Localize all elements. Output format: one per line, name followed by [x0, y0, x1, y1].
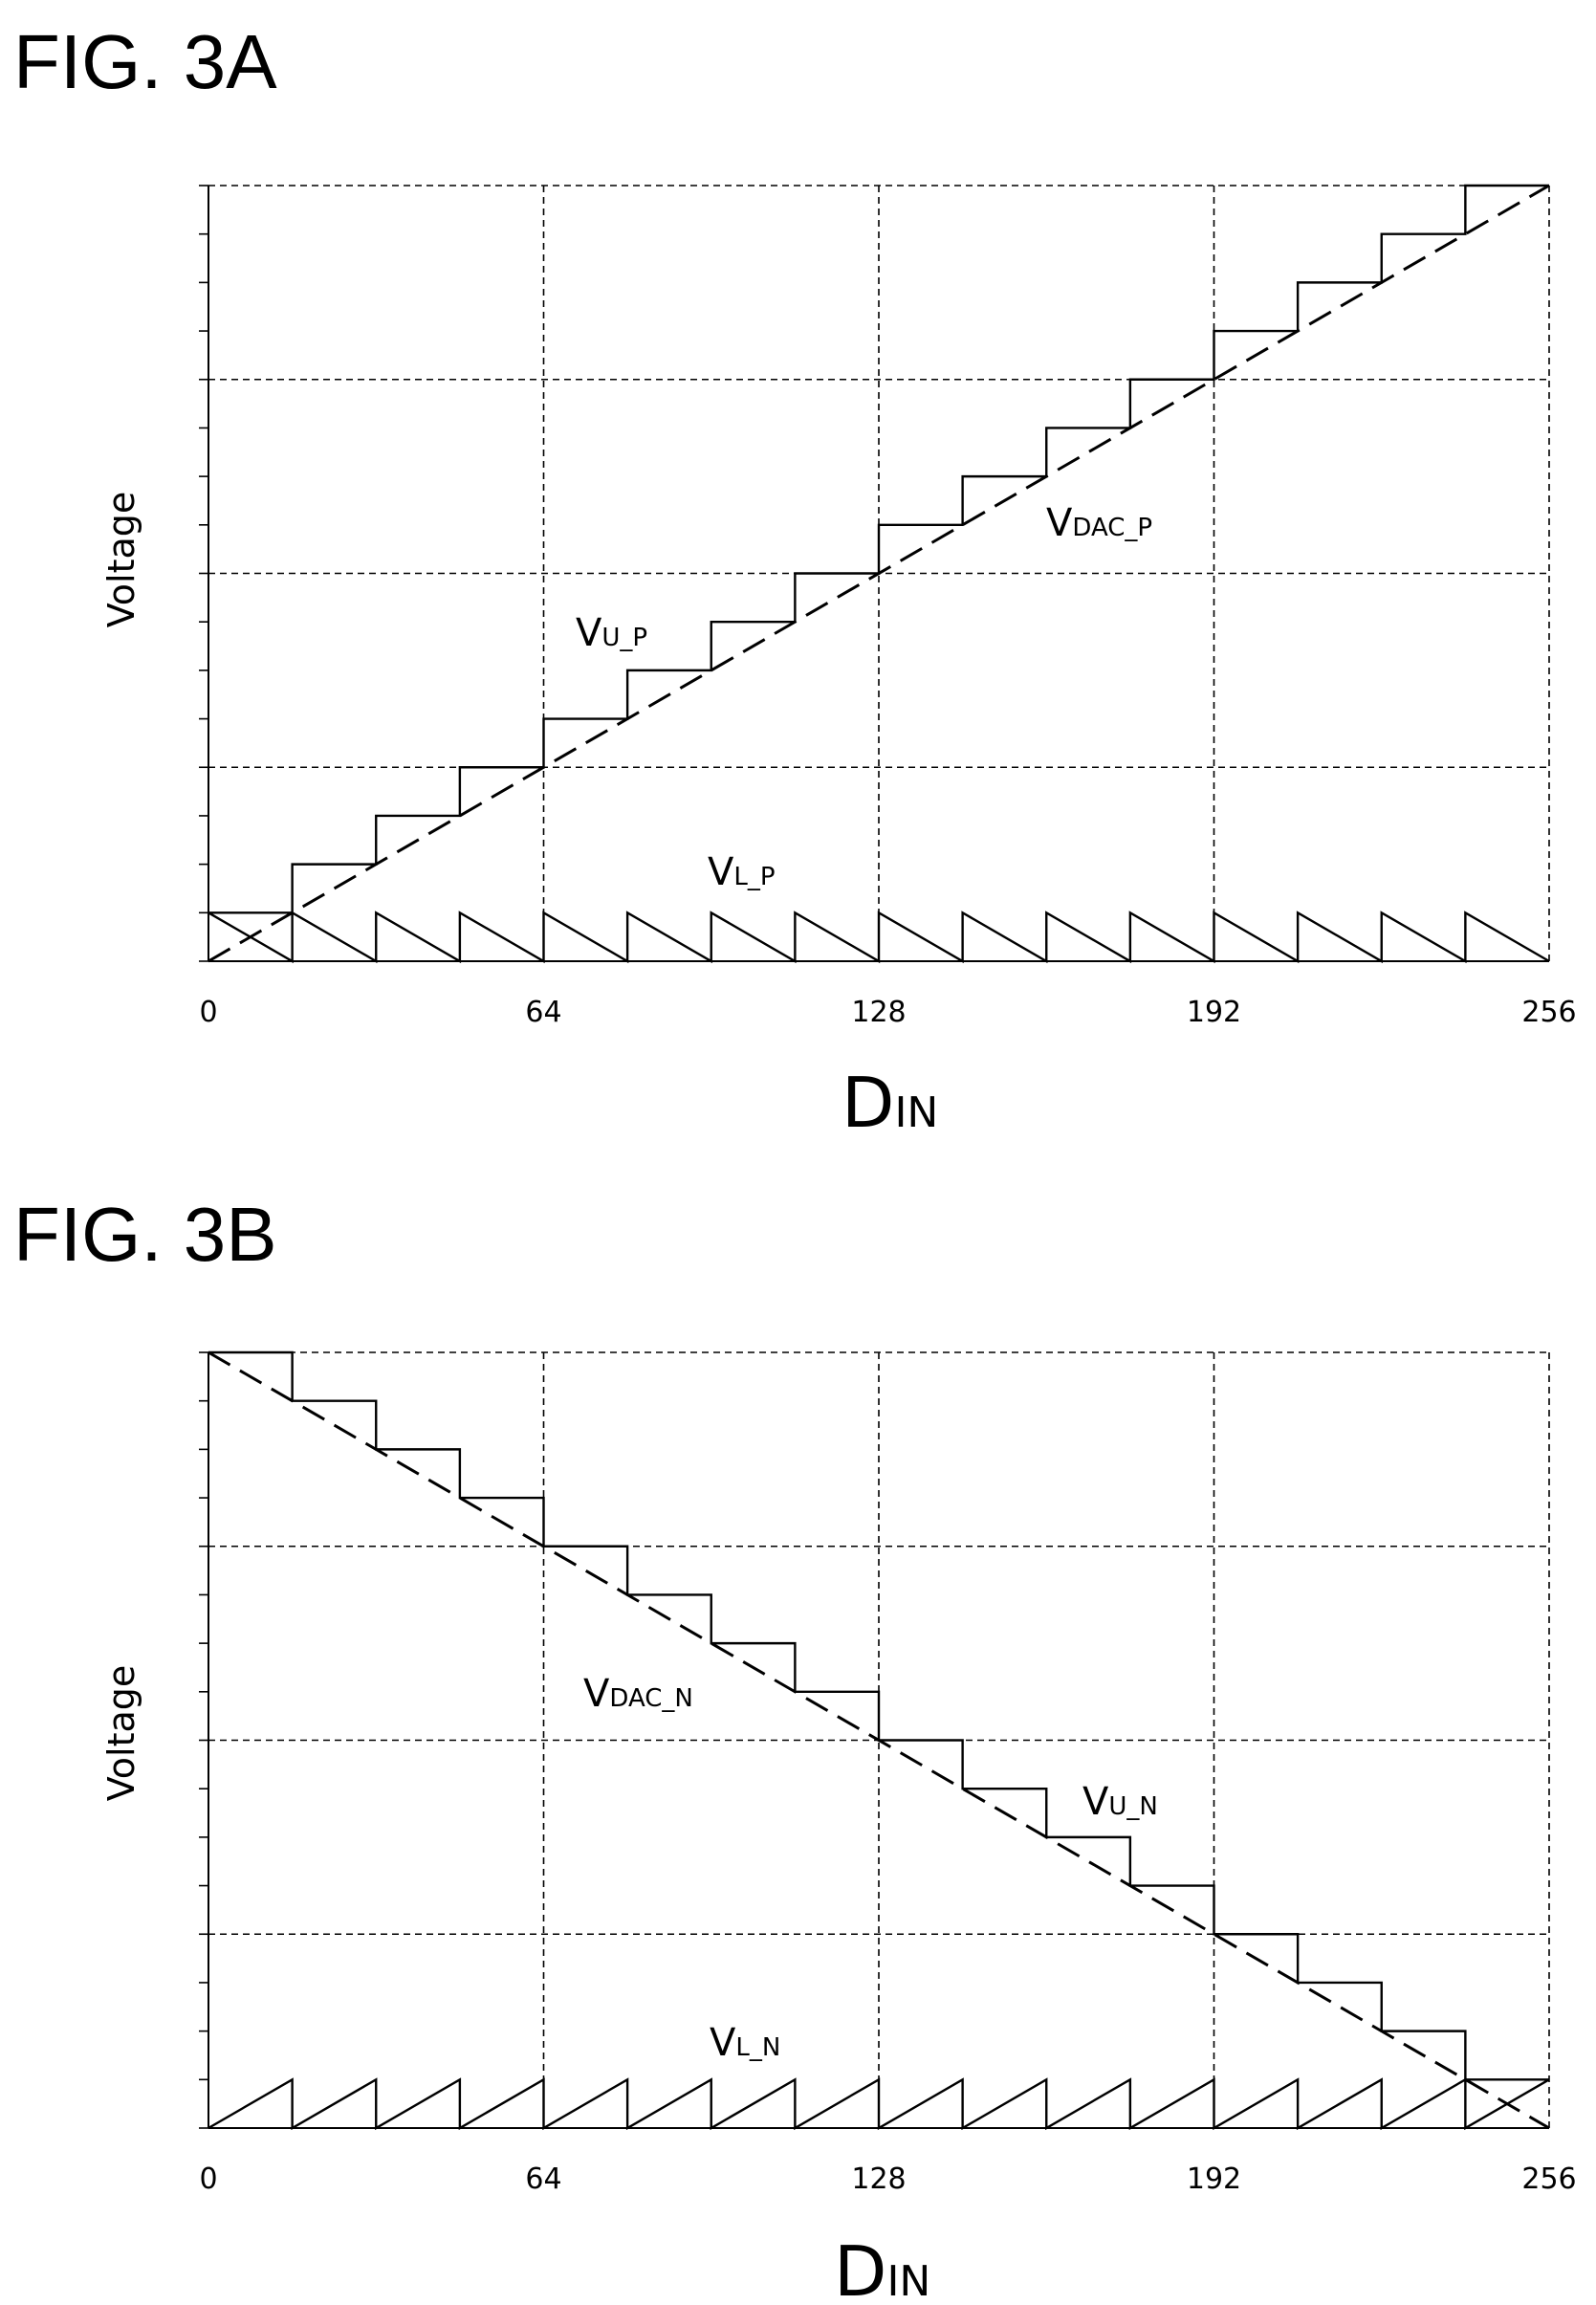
fig-3a-xlabel: DIN [842, 1063, 938, 1143]
fig-3a-title: FIG. 3A [13, 19, 277, 104]
series-line-lower [208, 2077, 1550, 2131]
fig-3a-axes: 0 64 128 192 256 [199, 184, 1577, 1029]
series-label-vl-n: VL_N [710, 2021, 780, 2065]
fig-3b-xlabel: DIN [834, 2231, 930, 2305]
x-tick-label: 64 [525, 2162, 561, 2196]
x-tick-label: 192 [1187, 2162, 1241, 2196]
x-tick-label: 256 [1521, 2162, 1576, 2196]
fig-3b-title: FIG. 3B [13, 1192, 277, 1277]
series-label-vdac-p: VDAC_P [1046, 501, 1152, 545]
series-label-vu-n: VU_N [1082, 1780, 1158, 1824]
x-tick-label: 192 [1187, 996, 1241, 1029]
x-tick-label: 128 [851, 2162, 906, 2196]
x-tick-label: 64 [525, 996, 561, 1029]
series-line-lower [208, 911, 1550, 964]
series-line-upper [208, 184, 1549, 914]
fig-3a: FIG. 3A 0 64 128 192 256 Voltage DIN VDAC_P … [13, 19, 1577, 1143]
series-line-upper [208, 1350, 1549, 2081]
fig-3a-ylabel: Voltage [100, 492, 142, 628]
fig-3b-axes: 0 64 128 192 256 [199, 1350, 1577, 2196]
fig-3b-ylabel: Voltage [100, 1665, 142, 1802]
x-tick-label: 128 [851, 996, 906, 1029]
x-tick-label: 0 [199, 2162, 217, 2196]
fig-3b: FIG. 3B 0 64 128 192 256 Voltage DIN VDAC_N … [13, 1192, 1577, 2305]
series-label-vdac-n: VDAC_N [583, 1672, 693, 1716]
x-tick-label: 0 [199, 996, 217, 1029]
series-label-vl-p: VL_P [708, 850, 776, 894]
x-tick-label: 256 [1521, 996, 1576, 1029]
series-label-vu-p: VU_P [576, 611, 647, 655]
